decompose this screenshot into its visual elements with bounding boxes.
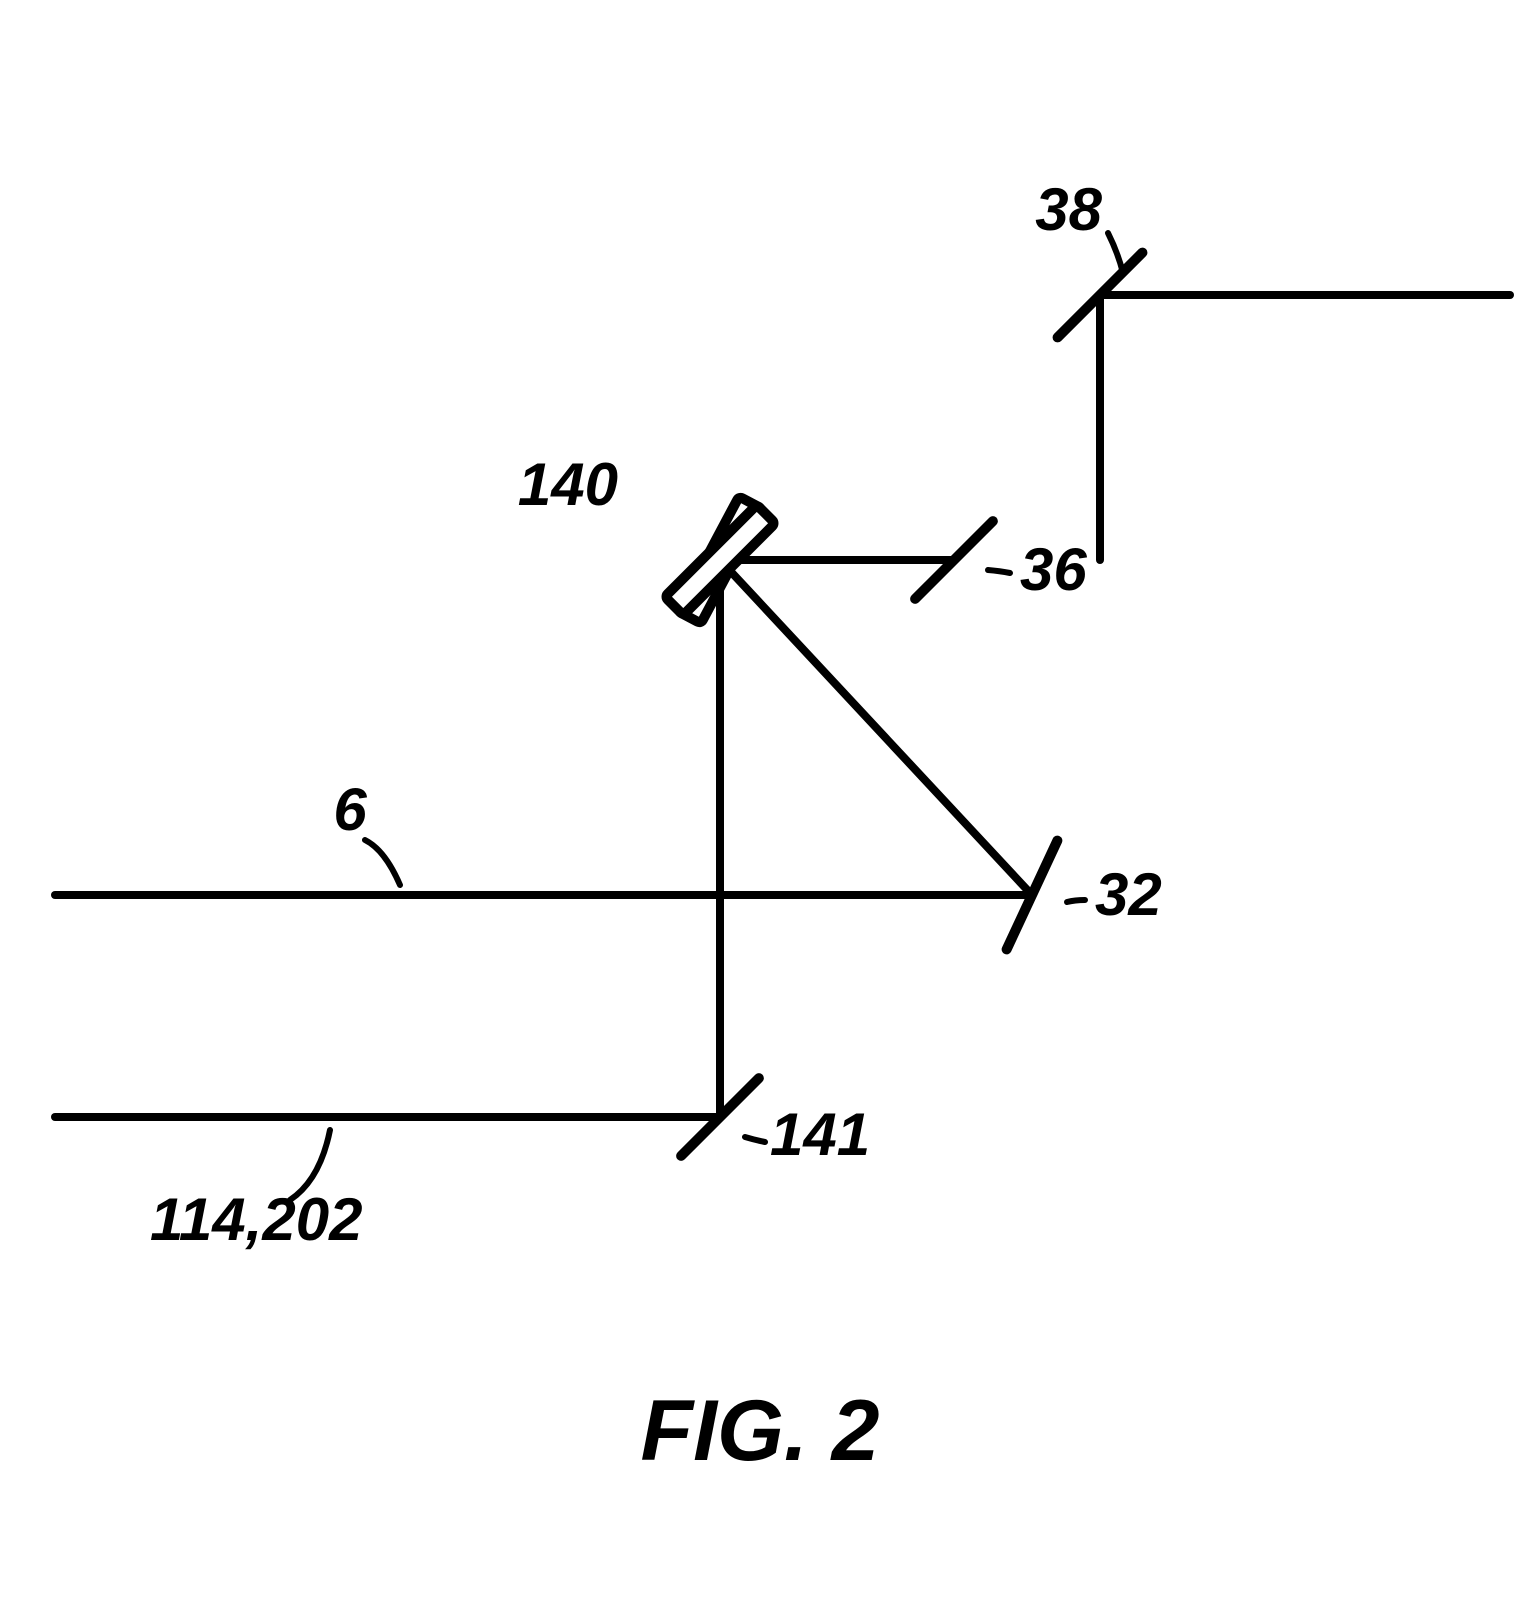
- label-141: 141: [770, 1101, 870, 1168]
- labels: 38 140 36 6 32 141 114,202 FIG. 2: [150, 176, 1162, 1479]
- mirrors: [681, 253, 1142, 1156]
- label-32: 32: [1095, 861, 1162, 928]
- label-114-202: 114,202: [150, 1186, 362, 1253]
- label-6: 6: [333, 776, 367, 843]
- leader-38: [1108, 233, 1123, 273]
- figure-caption: FIG. 2: [641, 1383, 880, 1479]
- label-140: 140: [518, 451, 618, 518]
- leader-36: [988, 570, 1010, 573]
- beams: [55, 295, 1510, 1117]
- figure-svg: 38 140 36 6 32 141 114,202 FIG. 2: [0, 0, 1521, 1609]
- leader-lines: [290, 233, 1123, 1200]
- leader-32: [1067, 900, 1085, 902]
- label-36: 36: [1020, 536, 1087, 603]
- leader-141: [745, 1137, 765, 1142]
- beam-diagonal: [720, 560, 1032, 895]
- label-38: 38: [1035, 176, 1102, 243]
- leader-6: [365, 840, 400, 885]
